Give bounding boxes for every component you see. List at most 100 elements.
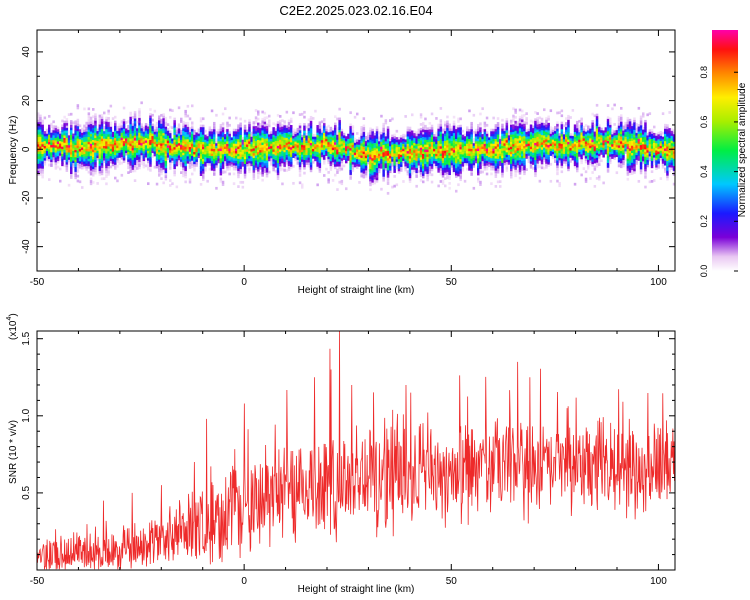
spectrogram-cell — [210, 163, 214, 166]
spectrogram-cell — [402, 158, 405, 161]
spectrogram-cell — [373, 179, 377, 182]
spectrogram-cell — [184, 158, 187, 162]
spectrogram-cell — [83, 107, 86, 111]
spectrogram-cell — [521, 131, 524, 135]
spectrogram-cell — [600, 152, 603, 155]
spectrogram-cell — [490, 143, 493, 147]
spectrogram-cell — [74, 154, 77, 158]
spectrogram-cell — [215, 165, 218, 168]
spectrogram-cell — [206, 157, 209, 161]
spectrogram-cell — [153, 134, 157, 137]
spectrogram-cell — [450, 167, 454, 171]
spectrogram-cell — [122, 133, 126, 137]
spectrogram-cell — [382, 132, 385, 136]
spectrogram-cell — [558, 150, 561, 154]
spectrogram-cell — [74, 169, 77, 172]
spectrogram-cell — [283, 125, 286, 128]
spectrogram-cell — [228, 167, 231, 171]
spectrogram-cell — [549, 140, 553, 144]
spectrogram-cell — [235, 143, 238, 147]
spectrogram-cell — [177, 147, 181, 151]
spectrogram-cell — [182, 145, 185, 148]
spectrogram-cell — [521, 158, 524, 162]
spectrogram-cell — [72, 162, 75, 166]
spectrogram-cell — [195, 159, 198, 162]
spectrogram-cell — [268, 134, 271, 137]
spectrogram-cell — [591, 171, 594, 174]
spectrogram-cell — [235, 145, 238, 149]
spectrogram-cell — [494, 153, 498, 157]
spectrogram-cell — [582, 142, 586, 146]
spectrogram-cell — [312, 151, 315, 154]
spectrogram-cell — [323, 130, 326, 134]
spectrogram-cell — [496, 129, 500, 133]
spectrogram-cell — [224, 170, 227, 174]
spectrogram-cell — [129, 160, 132, 164]
spectrogram-cell — [320, 142, 324, 146]
spectrogram-cell — [532, 166, 535, 170]
spectrogram-cell — [61, 160, 64, 164]
spectrogram-cell — [158, 151, 161, 155]
spectrogram-cell — [228, 131, 231, 134]
spectrogram-cell — [151, 128, 154, 132]
spectrogram-cell — [287, 168, 291, 171]
spectrogram-cell — [345, 138, 348, 142]
spectrogram-cell — [296, 149, 300, 153]
spectrogram-cell — [446, 120, 449, 124]
spectrogram-cell — [481, 160, 484, 164]
spectrogram-cell — [259, 127, 262, 131]
spectrogram-cell — [404, 139, 407, 143]
spectrogram-cell — [89, 141, 93, 144]
spectrogram-cell — [265, 150, 269, 154]
spectrogram-cell — [81, 166, 84, 170]
spectrogram-cell — [173, 171, 176, 174]
spectrogram-cell — [499, 153, 502, 157]
spectrogram-cell — [593, 143, 597, 147]
spectrogram-cell — [364, 174, 368, 178]
spectrogram-cell — [507, 144, 511, 148]
spectrogram-cell — [173, 166, 176, 170]
spectrogram-cell — [580, 151, 583, 155]
spectrogram-cell — [349, 125, 352, 129]
spectrogram-cell — [219, 131, 223, 135]
spectrogram-cell — [371, 140, 374, 144]
spectrogram-cell — [510, 161, 513, 164]
spectrogram-cell — [254, 167, 258, 171]
spectrogram-cell — [375, 162, 379, 166]
spectrogram-cell — [85, 136, 88, 140]
spectrogram-cell — [270, 148, 273, 152]
spectrogram-cell — [92, 129, 95, 133]
spectrogram-cell — [96, 135, 99, 139]
spectrogram-cell — [243, 161, 247, 164]
spectrogram-cell — [584, 160, 588, 164]
spectrogram-cell — [529, 126, 533, 130]
spectrogram-cell — [576, 128, 579, 131]
spectrogram-cell — [419, 159, 423, 163]
spectrogram-cell — [98, 146, 102, 150]
spectrogram-cell — [560, 114, 564, 118]
spectrogram-cell — [371, 136, 374, 139]
spectrogram-cell — [144, 125, 148, 129]
spectrogram-cell — [521, 148, 524, 152]
spectrogram-cell — [213, 158, 216, 162]
spectrogram-cell — [109, 158, 113, 161]
spectrogram-cell — [204, 139, 207, 143]
spectrogram-cell — [48, 158, 51, 162]
spectrogram-cell — [213, 136, 216, 140]
spectrogram-cell — [593, 136, 597, 140]
spectrogram-cell — [518, 128, 522, 131]
spectrogram-cell — [197, 128, 201, 132]
spectrogram-cell — [184, 126, 187, 130]
spectrogram-cell — [490, 133, 493, 137]
spectrogram-cell — [534, 171, 537, 175]
spectrogram-cell — [248, 158, 251, 161]
spectrogram-cell — [450, 157, 454, 161]
spectrogram-cell — [232, 150, 236, 154]
spectrogram-cell — [472, 113, 476, 117]
spectrogram-cell — [272, 141, 275, 145]
spectrogram-cell — [375, 136, 379, 139]
spectrogram-cell — [593, 128, 597, 132]
spectrogram-cell — [400, 169, 403, 172]
spectrogram-cell — [428, 156, 432, 159]
spectrogram-cell — [314, 158, 317, 162]
